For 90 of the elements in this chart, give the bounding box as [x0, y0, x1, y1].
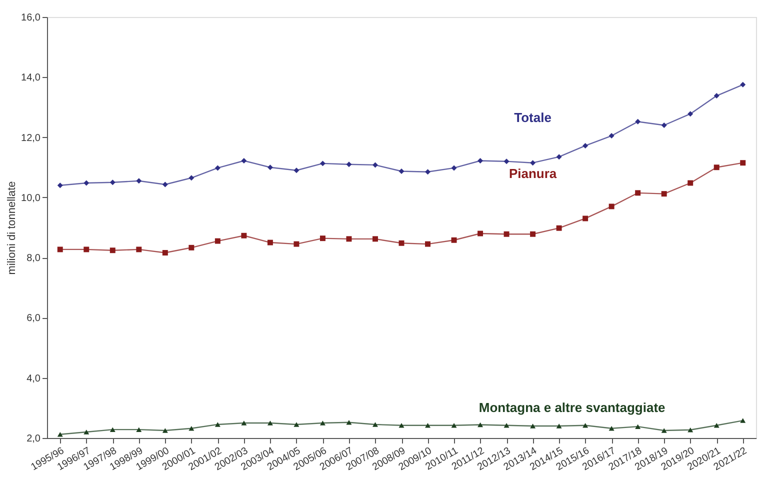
- point: [740, 160, 746, 166]
- point: [214, 165, 220, 171]
- point: [372, 422, 378, 427]
- point: [635, 424, 641, 429]
- point: [84, 180, 90, 186]
- point: [582, 216, 588, 222]
- point: [84, 246, 90, 252]
- point: [451, 165, 457, 171]
- point: [57, 182, 63, 188]
- point: [320, 420, 326, 426]
- point: [398, 168, 404, 174]
- point: [188, 426, 194, 431]
- y-tick-label: 4,0: [26, 373, 41, 384]
- point: [162, 428, 168, 433]
- point: [714, 423, 720, 428]
- point: [451, 237, 457, 243]
- point: [267, 420, 273, 426]
- point: [346, 162, 352, 168]
- point: [608, 204, 614, 210]
- point: [661, 122, 667, 128]
- point: [162, 250, 168, 256]
- point: [530, 424, 536, 428]
- point: [214, 238, 220, 244]
- point: [57, 432, 63, 437]
- point: [688, 111, 694, 117]
- point: [688, 180, 694, 186]
- y-axis-title: milioni di tonnellate: [6, 181, 18, 275]
- point: [582, 142, 588, 148]
- point: [425, 241, 430, 247]
- point: [372, 162, 378, 168]
- point: [740, 418, 746, 423]
- point: [241, 232, 247, 238]
- point: [188, 175, 194, 181]
- point: [478, 158, 484, 164]
- y-tick-label: 12,0: [21, 132, 41, 144]
- point: [214, 422, 220, 427]
- point: [714, 93, 720, 99]
- point: [294, 422, 300, 427]
- point: [425, 169, 430, 175]
- point: [294, 168, 300, 174]
- point: [556, 424, 562, 428]
- point: [661, 191, 667, 197]
- y-tick-label: 2,0: [26, 434, 41, 444]
- point: [504, 158, 510, 164]
- point: [267, 164, 273, 170]
- series-label: Montagna e altre svantaggiate: [478, 400, 666, 415]
- point: [136, 246, 142, 252]
- y-tick-label: 10,0: [21, 192, 41, 204]
- point: [320, 160, 326, 166]
- point: [110, 180, 116, 186]
- text: Totale: [514, 110, 552, 125]
- point: [504, 231, 510, 237]
- point: [241, 158, 247, 164]
- point: [661, 428, 667, 433]
- point: [504, 423, 510, 428]
- y-tick-label: 14,0: [21, 72, 41, 84]
- point: [688, 428, 694, 432]
- point: [635, 190, 641, 196]
- point: [556, 225, 562, 231]
- y-tick-label: 6,0: [26, 313, 41, 324]
- point: [346, 236, 352, 242]
- point: [530, 160, 536, 166]
- y-tick-label: 8,0: [26, 253, 41, 264]
- point: [136, 178, 142, 184]
- point: [110, 248, 116, 254]
- point: [346, 420, 352, 425]
- point: [425, 423, 430, 428]
- point: [57, 246, 63, 252]
- point: [267, 240, 273, 246]
- point: [241, 420, 247, 426]
- text: Pianura: [508, 166, 558, 182]
- point: [162, 182, 168, 188]
- point: [556, 154, 562, 160]
- point: [372, 236, 378, 242]
- point: [478, 422, 484, 428]
- point: [294, 241, 300, 247]
- point: [478, 230, 484, 236]
- point: [136, 427, 142, 432]
- point: [608, 133, 614, 139]
- point: [110, 427, 116, 432]
- y-tick-label: 16,0: [21, 12, 41, 24]
- point: [398, 240, 404, 246]
- point: [740, 82, 746, 88]
- point: [714, 164, 720, 170]
- point: [84, 430, 90, 434]
- point: [635, 118, 641, 124]
- point: [320, 236, 326, 242]
- point: [530, 231, 536, 237]
- point: [188, 244, 194, 250]
- point: [582, 423, 588, 428]
